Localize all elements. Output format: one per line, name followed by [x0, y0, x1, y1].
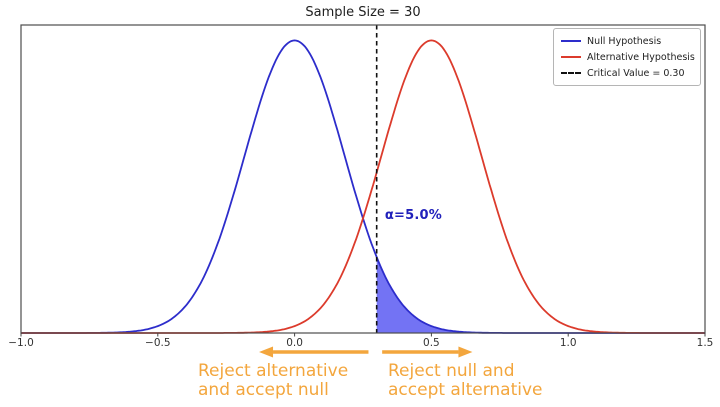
legend-label: Alternative Hypothesis — [587, 51, 695, 63]
x-tick-label: 1.5 — [696, 337, 714, 349]
reject-null-note-line2: accept alternative — [388, 380, 543, 400]
chart-title: Sample Size = 30 — [305, 5, 421, 20]
decision-arrows — [259, 346, 473, 358]
left_arrow-head-icon — [259, 346, 274, 358]
x-tick-label: 1.0 — [559, 337, 577, 349]
reject-alternative-note: Reject alternative and accept null — [198, 362, 348, 400]
reject-alternative-note-line2: and accept null — [198, 380, 329, 400]
legend-swatch-solid — [561, 56, 581, 58]
x-axis-tick-marks — [20, 333, 706, 337]
legend-swatch-dashed — [561, 72, 581, 74]
legend-item: Critical Value = 0.30 — [561, 66, 693, 80]
reject-null-note: Reject null and accept alternative — [388, 362, 543, 400]
legend-swatch-solid — [561, 40, 581, 42]
right_arrow-head-icon — [458, 346, 473, 358]
x-tick-label: 0.5 — [423, 337, 440, 349]
legend-item: Null Hypothesis — [561, 34, 693, 48]
axes-frame — [20, 24, 706, 334]
x-tick-label: −0.5 — [145, 337, 171, 349]
legend-label: Critical Value = 0.30 — [587, 67, 685, 79]
x-tick-label: −1.0 — [8, 337, 34, 349]
reject-alternative-note-line1: Reject alternative — [198, 361, 349, 381]
reject-null-note-line1: Reject null and — [388, 361, 515, 381]
alpha-label: α=5.0% — [384, 208, 442, 224]
legend-item: Alternative Hypothesis — [561, 50, 695, 64]
legend-label: Null Hypothesis — [587, 35, 662, 47]
alpha-shaded-region — [376, 257, 705, 333]
legend: Null Hypothesis Alternative Hypothesis Cri… — [553, 28, 701, 86]
x-tick-label: 0.0 — [286, 337, 303, 349]
